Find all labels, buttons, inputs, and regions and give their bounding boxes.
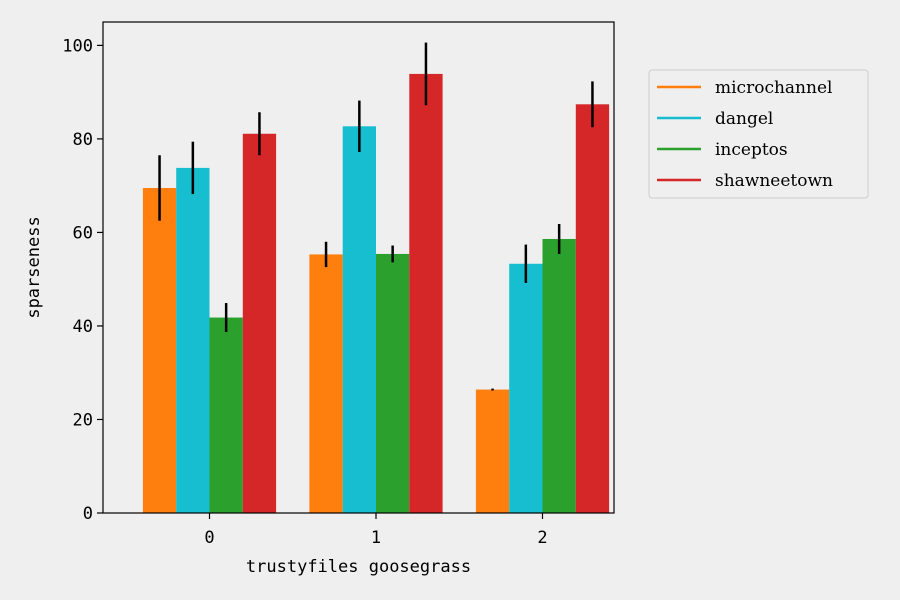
x-tick-label: 0 — [204, 528, 214, 548]
legend-label-microchannel: microchannel — [715, 78, 832, 98]
bars-group — [142, 73, 610, 514]
bar-microchannel-1 — [309, 254, 343, 513]
bar-shawneetown-0 — [242, 133, 277, 513]
y-tick-label: 40 — [73, 317, 93, 337]
bar-dangel-1 — [342, 126, 376, 513]
y-axis-label: sparseness — [24, 216, 44, 318]
bar-inceptos-1 — [376, 253, 410, 513]
error-bars-group — [158, 42, 594, 391]
plot-frame — [102, 21, 615, 514]
y-tick-label: 20 — [73, 410, 93, 430]
x-axis-label: trustyfiles goosegrass — [246, 557, 471, 577]
bar-inceptos-0 — [209, 317, 243, 513]
bar-microchannel-0 — [142, 188, 177, 513]
x-axis-ticks: 0 1 2 — [204, 513, 548, 548]
x-tick-label: 1 — [371, 528, 381, 548]
y-tick-label: 60 — [73, 223, 93, 243]
legend: microchannel dangel inceptos shawneetown — [648, 69, 869, 199]
bar-shawneetown-2 — [575, 104, 610, 514]
legend-label-shawneetown: shawneetown — [715, 171, 833, 191]
x-tick-label: 2 — [537, 528, 547, 548]
legend-label-inceptos: inceptos — [715, 140, 788, 160]
bar-microchannel-2 — [475, 389, 510, 513]
y-tick-label: 80 — [73, 130, 93, 150]
legend-frame — [648, 69, 869, 199]
y-tick-label: 0 — [83, 504, 93, 524]
bar-inceptos-2 — [542, 238, 576, 514]
y-axis-ticks: 0 20 40 60 80 100 — [62, 36, 103, 524]
legend-label-dangel: dangel — [715, 109, 773, 129]
bar-dangel-0 — [176, 167, 210, 513]
bar-dangel-2 — [509, 263, 543, 513]
y-tick-label: 100 — [62, 36, 93, 56]
bar-shawneetown-1 — [409, 73, 443, 513]
